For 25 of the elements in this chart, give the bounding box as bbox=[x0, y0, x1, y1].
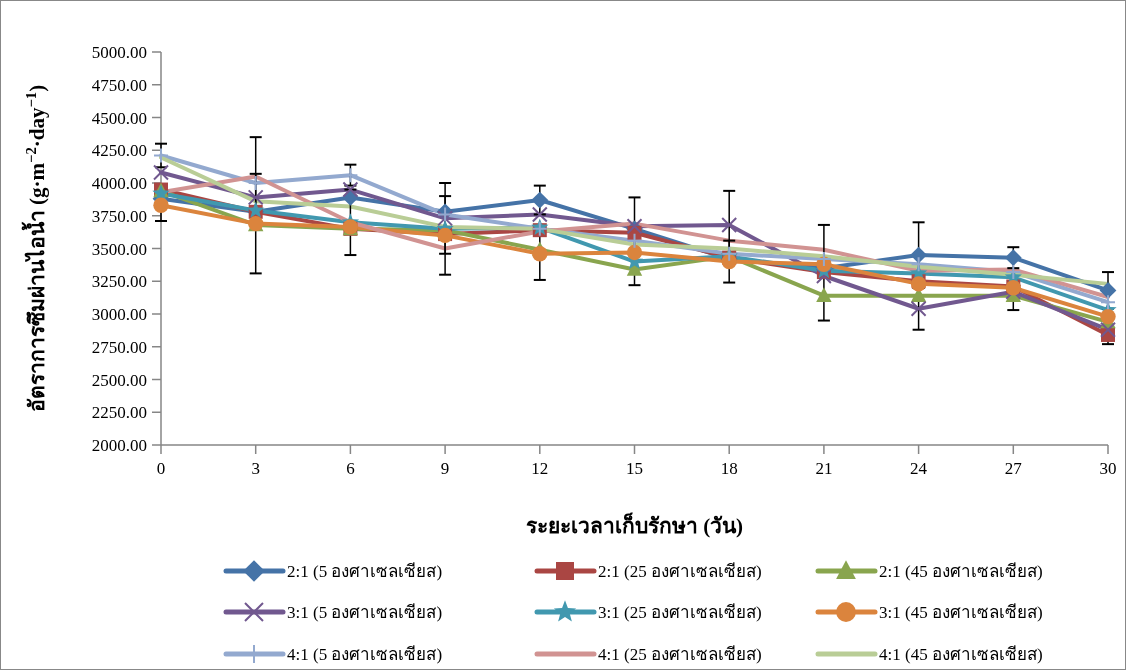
y-tick-label: 4000.00 bbox=[91, 174, 147, 193]
y-tick-label: 2750.00 bbox=[91, 337, 147, 357]
y-tick-label: 2250.00 bbox=[91, 403, 147, 423]
y-tick-label: 2500.00 bbox=[91, 370, 147, 390]
x-tick-label: 0 bbox=[156, 459, 166, 478]
x-tick-label: 18 bbox=[720, 459, 738, 478]
y-tick-label: 3500.00 bbox=[91, 239, 147, 259]
x-tick-label: 21 bbox=[815, 459, 833, 478]
x-tick-label: 24 bbox=[910, 459, 928, 478]
x-tick-label: 6 bbox=[346, 459, 355, 478]
y-tick-label: 3250.00 bbox=[91, 272, 147, 292]
x-tick-label: 12 bbox=[531, 459, 549, 478]
y-tick-label: 3000.00 bbox=[91, 305, 147, 324]
x-tick-label: 3 bbox=[251, 459, 260, 478]
y-tick-label: 2000.00 bbox=[91, 436, 147, 455]
x-axis-title: ระยะเวลาเก็บรักษา (วัน) bbox=[525, 512, 744, 538]
y-tick-label: 4500.00 bbox=[91, 108, 147, 128]
y-tick-label: 5000.00 bbox=[91, 43, 147, 62]
y-tick-label: 4250.00 bbox=[91, 141, 147, 161]
x-tick-label: 27 bbox=[1004, 459, 1023, 478]
x-tick-label: 15 bbox=[626, 459, 643, 478]
y-tick-label: 4750.00 bbox=[91, 75, 147, 95]
y-tick-label: 3750.00 bbox=[91, 206, 147, 226]
x-tick-label: 9 bbox=[440, 459, 450, 478]
x-tick-label: 30 bbox=[1099, 459, 1117, 478]
